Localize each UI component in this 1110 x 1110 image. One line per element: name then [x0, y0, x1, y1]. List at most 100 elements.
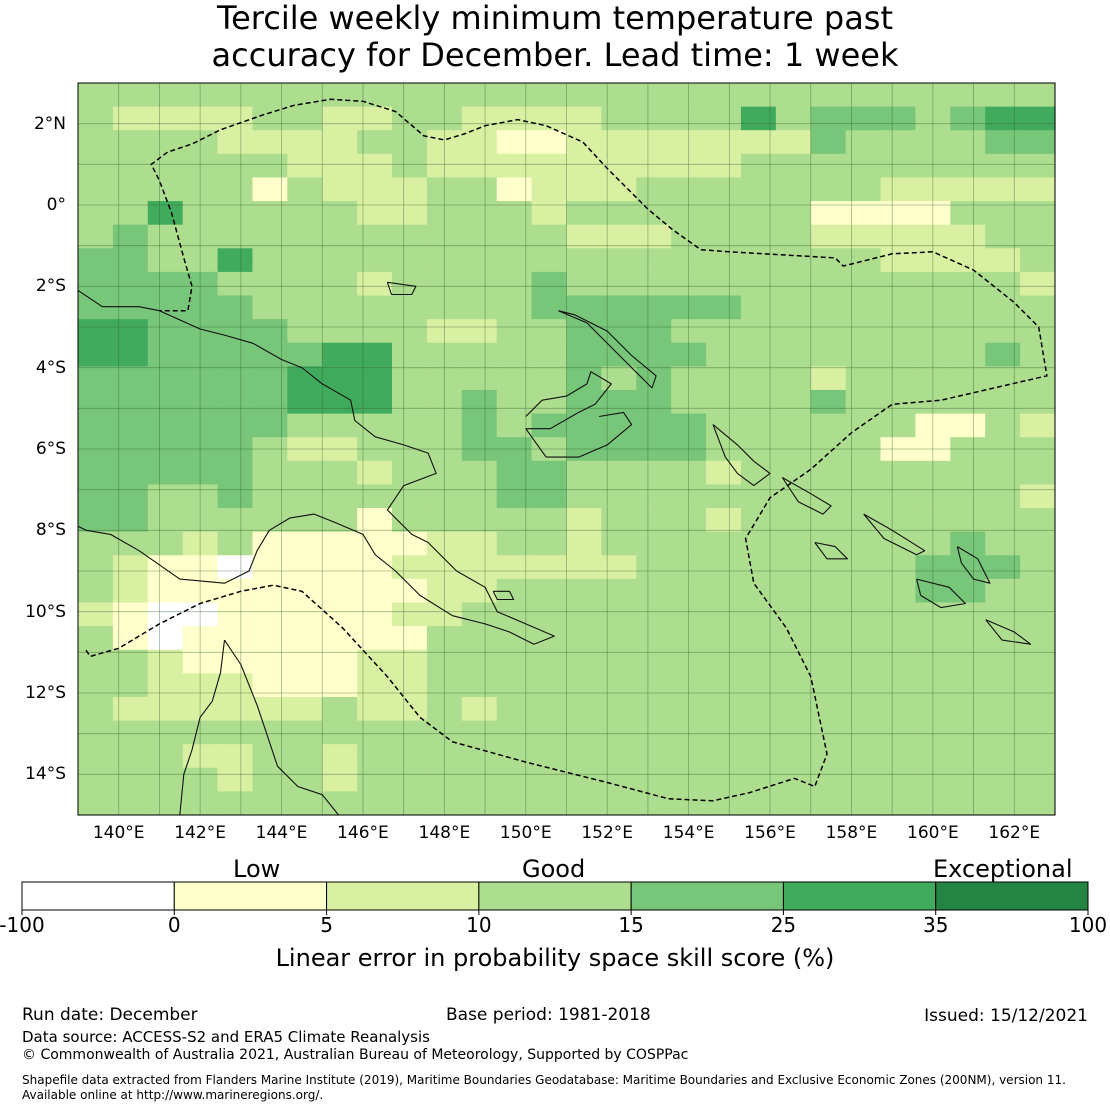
skill-cell [531, 295, 568, 320]
coastline [224, 639, 339, 816]
skill-cell [182, 342, 219, 367]
skill-cell [985, 531, 1021, 556]
skill-cell [357, 106, 393, 131]
skill-cell [357, 413, 393, 438]
skill-cell [950, 484, 986, 509]
skill-cell [426, 508, 463, 533]
skill-cell [775, 791, 812, 816]
skill-cell [985, 295, 1021, 320]
skill-cell [775, 413, 812, 438]
skill-cell [147, 744, 184, 769]
skill-cell [566, 602, 602, 627]
skill-cell [636, 366, 672, 391]
skill-cell [426, 673, 463, 698]
skill-cell [810, 130, 847, 155]
skill-cell [426, 366, 463, 391]
skill-cell [78, 649, 114, 674]
skill-cell [496, 649, 533, 674]
skill-cell [950, 83, 986, 108]
skill-cell [217, 83, 254, 108]
skill-cell [426, 342, 463, 367]
skill-cell [706, 460, 742, 486]
skill-cell [182, 201, 219, 226]
skill-cell [845, 649, 882, 674]
skill-cell [496, 177, 533, 202]
skill-cell [217, 153, 254, 179]
skill-cell [810, 342, 847, 367]
skill-cell [287, 696, 323, 722]
skill-cell [880, 83, 917, 108]
skill-cell [775, 177, 812, 202]
skill-cell [636, 153, 672, 179]
skill-cell [706, 673, 742, 698]
skill-cell [182, 649, 219, 674]
skill-cell [287, 389, 323, 415]
lat-label: 12°S [25, 683, 66, 703]
skill-cell [78, 767, 114, 792]
skill-cell [845, 389, 882, 415]
skill-cell [566, 508, 602, 533]
skill-cell [357, 460, 393, 486]
skill-cell [671, 720, 707, 745]
skill-cell [217, 366, 254, 391]
lon-label: 150°E [499, 823, 552, 843]
skill-cell [880, 484, 917, 509]
lon-label: 152°E [581, 823, 634, 843]
skill-cell [775, 437, 812, 462]
skill-cell [217, 460, 254, 486]
skill-cell [112, 602, 149, 627]
skill-cell [287, 720, 323, 745]
skill-cell [392, 531, 428, 556]
skill-cell [496, 791, 533, 816]
skill-cell [915, 673, 951, 698]
skill-cell [461, 767, 498, 792]
skill-cell [601, 767, 637, 792]
skill-cell [78, 130, 114, 155]
category-exceptional: Exceptional [933, 855, 1073, 883]
skill-cell [357, 437, 393, 462]
skill-cell [950, 649, 986, 674]
skill-cell [78, 201, 114, 226]
skill-cell [531, 767, 568, 792]
skill-cell [915, 224, 951, 249]
coastline [916, 578, 966, 609]
skill-cell [880, 720, 917, 745]
skill-grid [78, 83, 1056, 816]
skill-cell [775, 484, 812, 509]
skill-cell [182, 767, 219, 792]
skill-cell [496, 271, 533, 297]
skill-cell [775, 626, 812, 651]
skill-cell [392, 319, 428, 344]
skill-cell [775, 248, 812, 273]
skill-cell [950, 224, 986, 249]
skill-cell [322, 271, 358, 297]
skill-cell [845, 673, 882, 698]
skill-cell [566, 342, 602, 367]
skill-cell [985, 578, 1021, 604]
skill-cell [147, 555, 184, 580]
lat-label: 2°S [35, 276, 66, 297]
skill-cell [636, 319, 672, 344]
skill-cell [1020, 673, 1056, 698]
skill-cell [1020, 696, 1056, 722]
skill-cell [810, 177, 847, 202]
skill-cell [531, 531, 568, 556]
skill-cell [671, 673, 707, 698]
skill-cell [601, 484, 637, 509]
skill-cell [601, 460, 637, 486]
skill-cell [322, 744, 358, 769]
skill-cell [252, 649, 288, 674]
skill-cell [252, 484, 288, 509]
skill-cell [775, 602, 812, 627]
skill-cell [985, 106, 1021, 131]
skill-cell [845, 791, 882, 816]
skill-cell [252, 295, 288, 320]
skill-cell [147, 460, 184, 486]
lat-label: 6°S [35, 439, 66, 459]
skill-cell [1020, 578, 1056, 604]
skill-cell [287, 106, 323, 131]
skill-cell [985, 248, 1021, 273]
skill-cell [1020, 460, 1056, 486]
skill-cell [461, 531, 498, 556]
skill-cell [182, 508, 219, 533]
